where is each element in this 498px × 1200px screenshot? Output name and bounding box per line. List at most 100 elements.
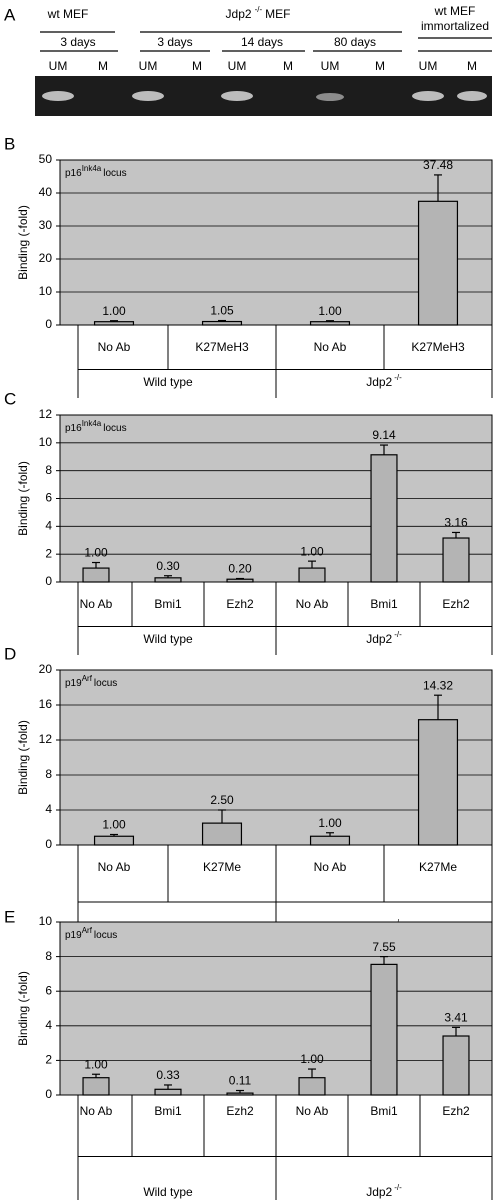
annotation: p16Ink4a locus [65, 419, 127, 434]
bar [442, 1035, 470, 1096]
x-tick-label: Ezh2 [442, 1104, 470, 1118]
data-label: 1.00 [300, 544, 324, 558]
group-label: Jdp2 [366, 1185, 392, 1199]
y-tick-label: 2 [45, 1053, 52, 1067]
bar [226, 578, 254, 583]
y-tick-label: 12 [39, 732, 53, 746]
lane-label: UM [49, 59, 68, 73]
bar [82, 1077, 110, 1096]
header: MEF [265, 7, 290, 21]
y-tick-label: 0 [45, 574, 52, 588]
group-label-sup: -/- [394, 373, 402, 382]
bar [154, 577, 182, 583]
x-tick-label: No Ab [98, 860, 131, 874]
x-tick-label: No Ab [80, 597, 113, 611]
y-axis-title: Binding (-fold) [16, 461, 30, 536]
data-label: 1.00 [300, 1052, 324, 1066]
annotation: p16Ink4a locus [65, 164, 127, 179]
group-label: Wild type [143, 375, 193, 389]
x-tick-label: Bmi1 [370, 597, 398, 611]
data-label: 3.41 [444, 1011, 468, 1025]
annotation-sup: Ink4a [82, 164, 102, 173]
bar [298, 567, 326, 583]
annotation-sup: Arf [82, 674, 93, 683]
lane-label: M [375, 59, 385, 73]
lane-label: M [283, 59, 293, 73]
annotation-sup: Ink4a [82, 419, 102, 428]
annotation: p19Arf locus [65, 674, 117, 689]
y-tick-label: 8 [45, 949, 52, 963]
y-axis-title: Binding (-fold) [16, 205, 30, 280]
annotation: p16 [65, 423, 82, 434]
bar [309, 321, 351, 326]
header: Jdp2 [226, 7, 252, 21]
x-tick-label: K27Me [419, 860, 457, 874]
duration: 3 days [60, 35, 95, 49]
data-label: 1.05 [210, 304, 234, 318]
lane-label: UM [228, 59, 247, 73]
x-tick-label: K27MeH3 [195, 340, 249, 354]
bar [309, 835, 351, 846]
gel-bands [42, 91, 487, 101]
group-label: Wild type [143, 632, 193, 646]
header: wt MEF [47, 7, 89, 21]
group-label: Jdp2-/- [366, 1183, 402, 1199]
y-tick-label: 10 [39, 435, 53, 449]
duration: 14 days [241, 35, 283, 49]
annotation: p19Arf locus [65, 926, 117, 941]
y-tick-label: 4 [45, 1018, 52, 1032]
header: Jdp2 -/- MEF [226, 5, 291, 21]
lane-label: M [467, 59, 477, 73]
panel-label: B [4, 134, 15, 153]
data-label: 1.00 [84, 546, 108, 560]
x-tick-label: No Ab [80, 1104, 113, 1118]
bar [417, 719, 459, 846]
lane-label: M [192, 59, 202, 73]
plot-area [59, 921, 493, 1096]
y-tick-label: 12 [39, 407, 53, 421]
group-label: Jdp2 [366, 375, 392, 389]
header: wt MEF [434, 4, 476, 18]
lane-label: UM [321, 59, 340, 73]
bar [370, 963, 398, 1096]
y-tick-label: 20 [39, 662, 53, 676]
y-axis-title: Binding (-fold) [16, 971, 30, 1046]
panel-label: C [4, 389, 16, 408]
bar [298, 1077, 326, 1096]
annotation: locus [103, 423, 126, 434]
bar [82, 567, 110, 583]
data-label: 7.55 [372, 940, 396, 954]
annotation: locus [103, 168, 126, 179]
data-label: 37.48 [423, 158, 453, 172]
bar [442, 537, 470, 583]
y-tick-label: 8 [45, 463, 52, 477]
duration: 3 days [157, 35, 192, 49]
data-label: 0.11 [229, 1074, 252, 1088]
group-label-sup: -/- [394, 630, 402, 639]
lane-label: UM [139, 59, 158, 73]
bar [226, 1092, 254, 1096]
y-tick-label: 4 [45, 519, 52, 533]
x-tick-label: No Ab [98, 340, 131, 354]
y-tick-label: 2 [45, 546, 52, 560]
group-label: Wild type [143, 632, 193, 646]
lane-label: M [98, 59, 108, 73]
x-tick-label: Bmi1 [370, 1104, 398, 1118]
data-label: 0.20 [228, 562, 252, 576]
data-label: 1.00 [318, 304, 342, 318]
annotation-sup: Arf [82, 926, 93, 935]
panel-label: E [4, 907, 15, 926]
x-tick-label: Ezh2 [442, 597, 470, 611]
data-label: 0.30 [156, 559, 180, 573]
lane-labels: UM M UM M UM M UM M UM M [49, 59, 477, 73]
x-tick-label: Ezh2 [226, 597, 254, 611]
y-tick-label: 10 [39, 914, 53, 928]
y-tick-label: 0 [45, 317, 52, 331]
duration: 80 days [334, 35, 376, 49]
data-label: 1.00 [318, 816, 342, 830]
bar [370, 454, 398, 583]
bar [93, 321, 135, 326]
x-tick-label: No Ab [314, 860, 347, 874]
y-tick-label: 40 [39, 185, 53, 199]
